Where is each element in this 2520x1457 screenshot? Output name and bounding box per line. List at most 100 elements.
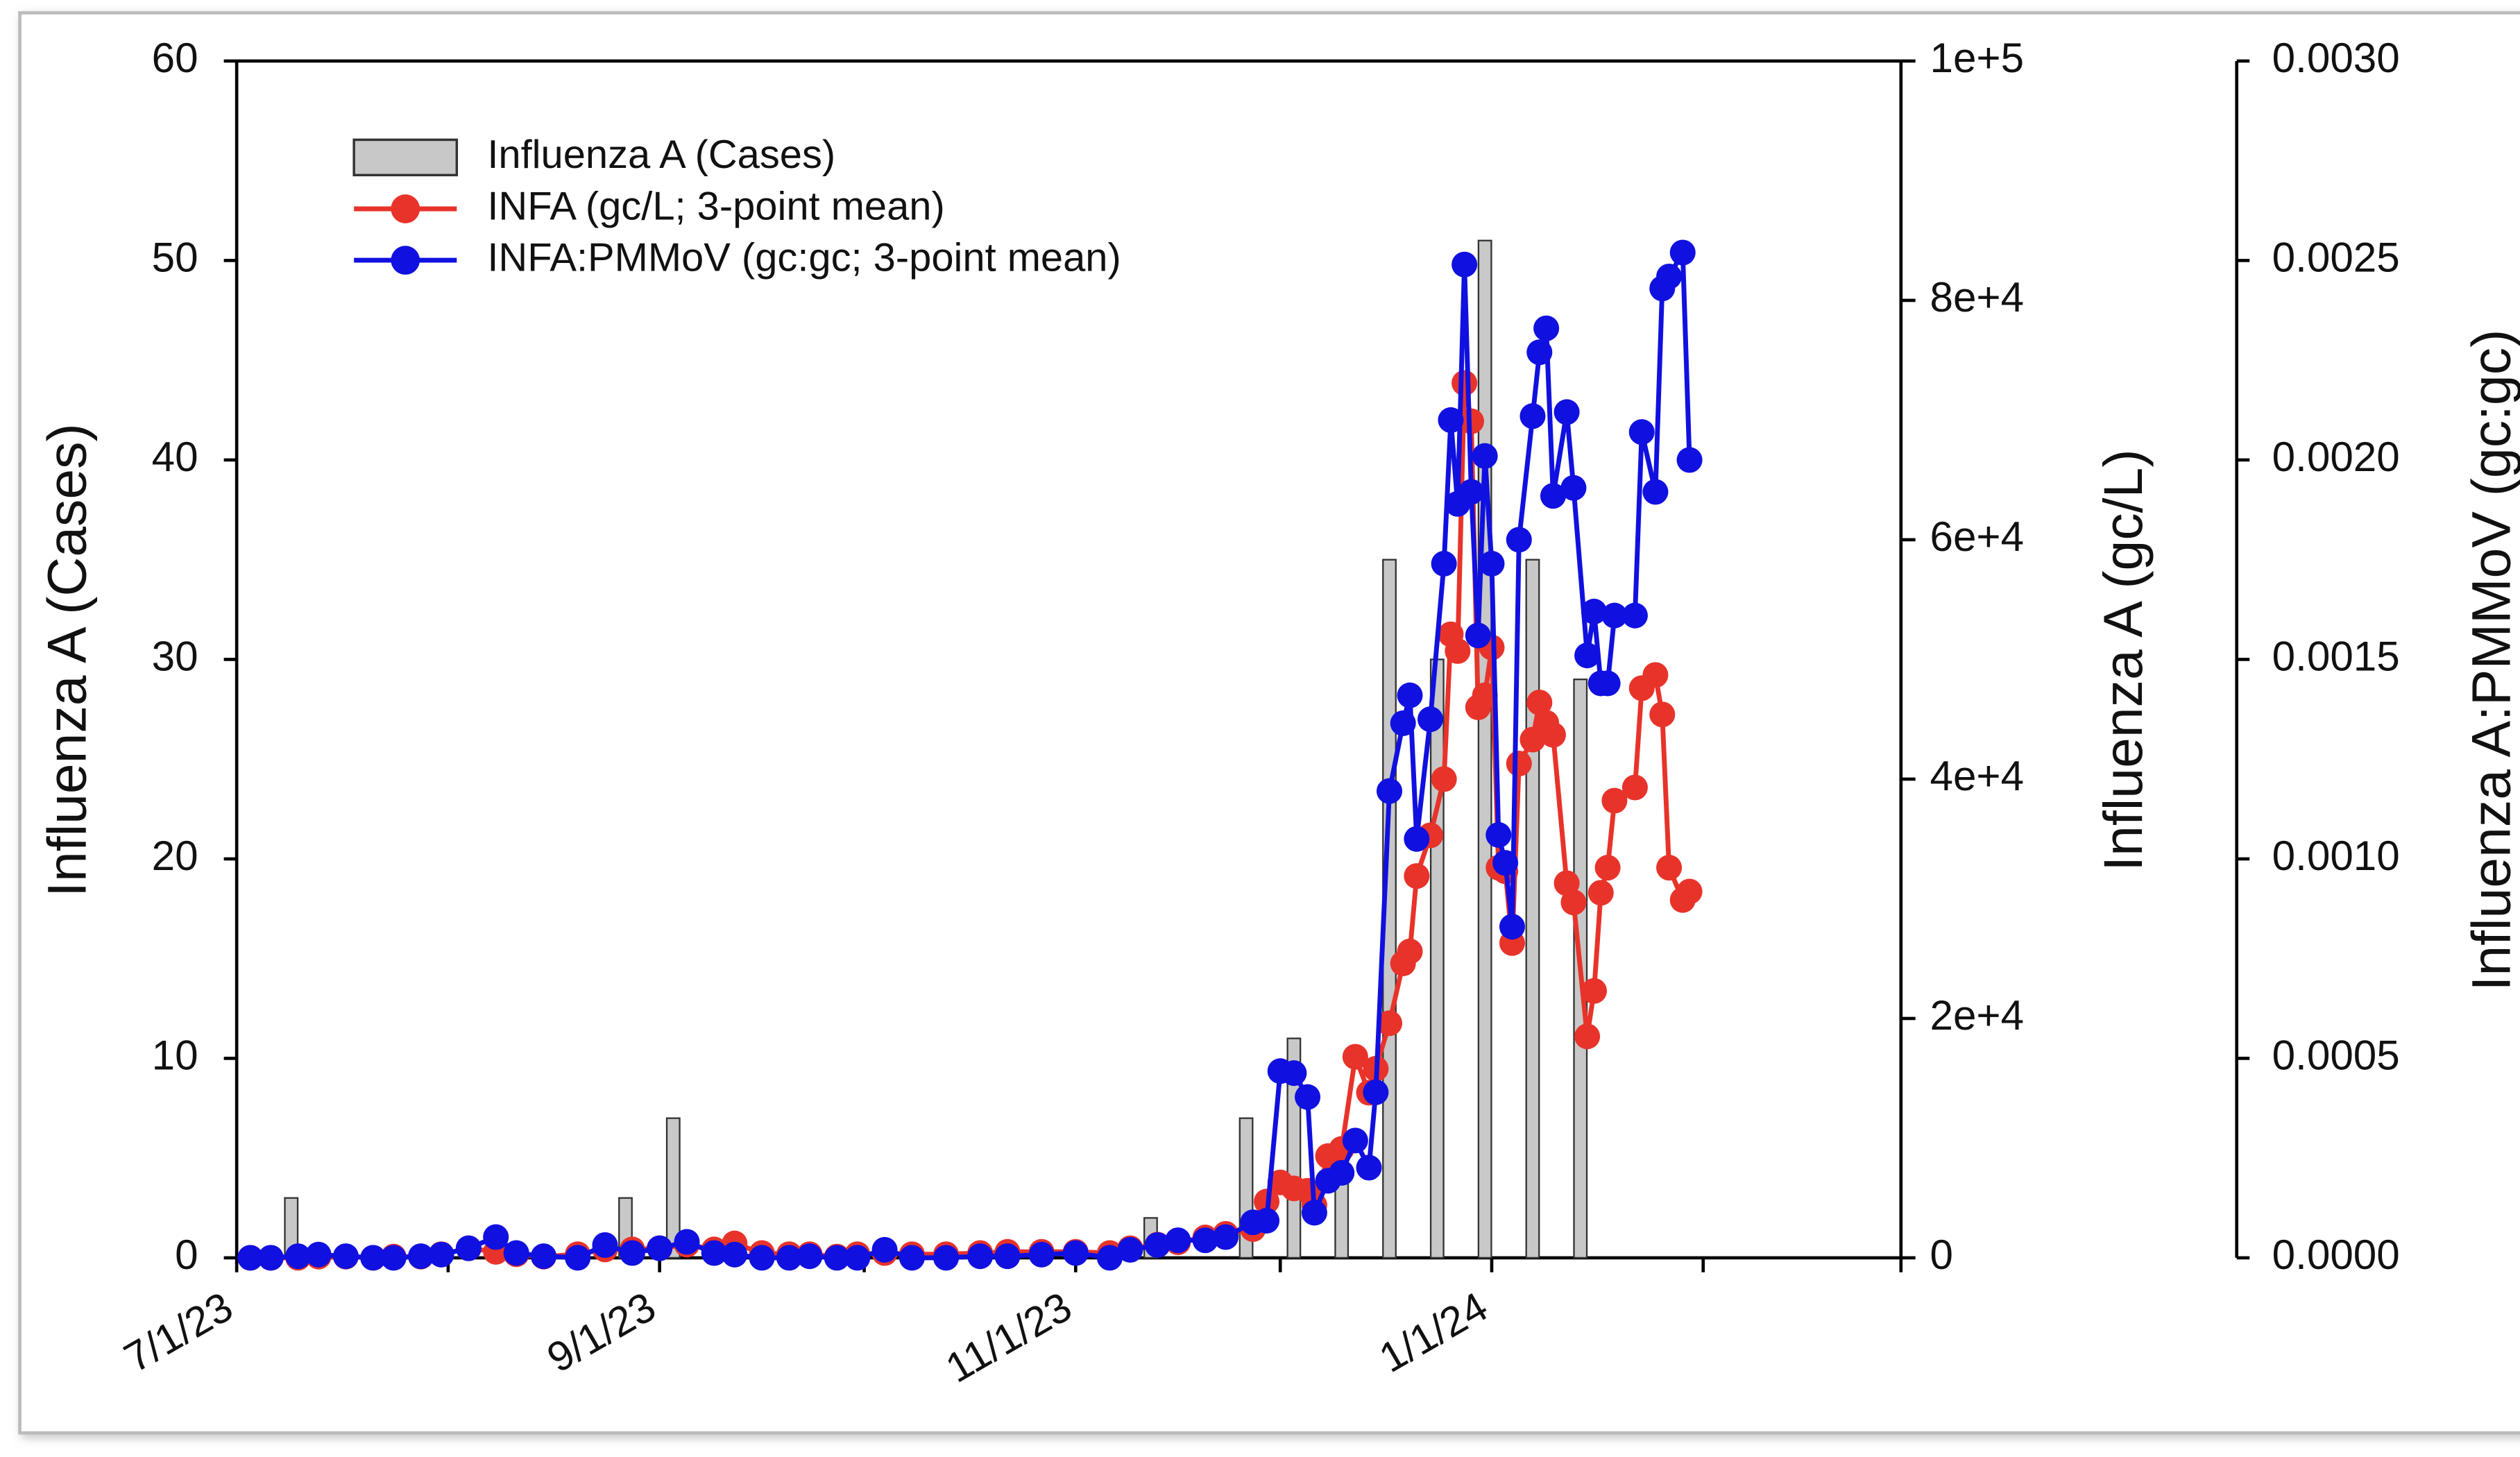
y2-tick-label: 0: [1930, 1232, 1952, 1278]
point: [305, 1241, 332, 1268]
point: [1465, 622, 1491, 649]
point: [1649, 701, 1676, 728]
y3-tick-label: 0.0015: [2272, 633, 2400, 679]
point: [1540, 722, 1566, 748]
point: [1574, 1023, 1601, 1050]
point: [1485, 821, 1512, 848]
y3-tick-label: 0.0010: [2272, 833, 2400, 879]
point: [1281, 1060, 1307, 1087]
y2-tick-label: 2e+4: [1930, 992, 2024, 1039]
point: [1438, 407, 1464, 433]
point: [1621, 774, 1648, 801]
point: [1397, 682, 1423, 708]
point: [1451, 370, 1478, 396]
point: [1404, 863, 1430, 889]
legend-swatch: [391, 246, 420, 275]
point: [1445, 638, 1471, 664]
point: [1642, 479, 1669, 505]
point: [592, 1232, 618, 1259]
point: [1192, 1227, 1218, 1254]
point: [994, 1243, 1021, 1270]
point: [749, 1245, 775, 1271]
bar: [1429, 658, 1445, 1259]
point: [1656, 855, 1683, 881]
point: [1301, 1200, 1327, 1226]
point: [1062, 1240, 1089, 1266]
point: [967, 1243, 994, 1270]
y3-axis-title: Influenza A:PMMoV (gc:gc): [2460, 330, 2520, 991]
point: [332, 1243, 359, 1270]
point: [237, 1245, 264, 1271]
point: [1479, 550, 1505, 577]
point: [530, 1243, 557, 1270]
point: [1581, 978, 1607, 1004]
point: [1587, 880, 1614, 906]
y3-tick-label: 0.0000: [2272, 1232, 2400, 1278]
point: [1376, 778, 1403, 804]
point: [1526, 339, 1553, 366]
point: [722, 1241, 748, 1268]
point: [1676, 878, 1703, 905]
point: [674, 1229, 700, 1255]
point: [1295, 1084, 1321, 1110]
point: [1601, 787, 1628, 814]
y2-tick-label: 8e+4: [1930, 274, 2024, 321]
point: [1342, 1127, 1368, 1154]
point: [1560, 889, 1587, 916]
y3-tick-label: 0.0005: [2272, 1032, 2400, 1078]
point: [1451, 251, 1478, 278]
legend-swatch: [391, 194, 420, 223]
point: [1519, 403, 1546, 429]
point: [619, 1240, 645, 1266]
point: [1526, 690, 1553, 716]
point: [844, 1245, 871, 1271]
point: [1676, 447, 1703, 473]
point: [899, 1245, 925, 1271]
point: [1254, 1207, 1280, 1234]
point: [1363, 1079, 1389, 1105]
y-tick-label: 60: [152, 35, 198, 81]
point: [1404, 826, 1430, 852]
y-tick-label: 40: [152, 434, 198, 480]
y3-tick-label: 0.0025: [2272, 234, 2400, 280]
point: [1472, 682, 1498, 708]
point: [1628, 419, 1655, 445]
point: [257, 1245, 284, 1271]
point: [1574, 642, 1601, 669]
point: [1553, 399, 1580, 425]
point: [1594, 855, 1621, 881]
point: [824, 1245, 850, 1271]
point: [428, 1241, 454, 1268]
point: [1356, 1154, 1382, 1181]
point: [1329, 1159, 1355, 1186]
point: [1669, 239, 1696, 266]
point: [1165, 1227, 1191, 1254]
y-axis-title: Influenza A (Cases): [36, 423, 97, 897]
point: [1213, 1224, 1239, 1250]
point: [1144, 1232, 1170, 1259]
point: [933, 1245, 960, 1271]
legend-label: INFA (gc/L; 3-point mean): [487, 184, 944, 228]
point: [380, 1245, 407, 1271]
point: [1581, 598, 1607, 624]
point: [408, 1243, 434, 1270]
y-tick-label: 0: [175, 1232, 198, 1278]
point: [1431, 550, 1457, 577]
legend-swatch: [352, 138, 459, 177]
point: [1601, 602, 1628, 629]
point: [1431, 766, 1457, 792]
point: [1096, 1245, 1123, 1271]
point: [1499, 914, 1525, 940]
y2-axis-title: Influenza A (gc/L): [2093, 449, 2154, 871]
point: [565, 1245, 591, 1271]
point: [1472, 443, 1498, 469]
point: [776, 1245, 802, 1271]
bar: [1477, 239, 1492, 1259]
point: [503, 1240, 529, 1266]
point: [360, 1245, 386, 1271]
point: [1342, 1043, 1368, 1070]
y2-tick-label: 4e+4: [1930, 753, 2024, 799]
point: [1492, 850, 1519, 876]
